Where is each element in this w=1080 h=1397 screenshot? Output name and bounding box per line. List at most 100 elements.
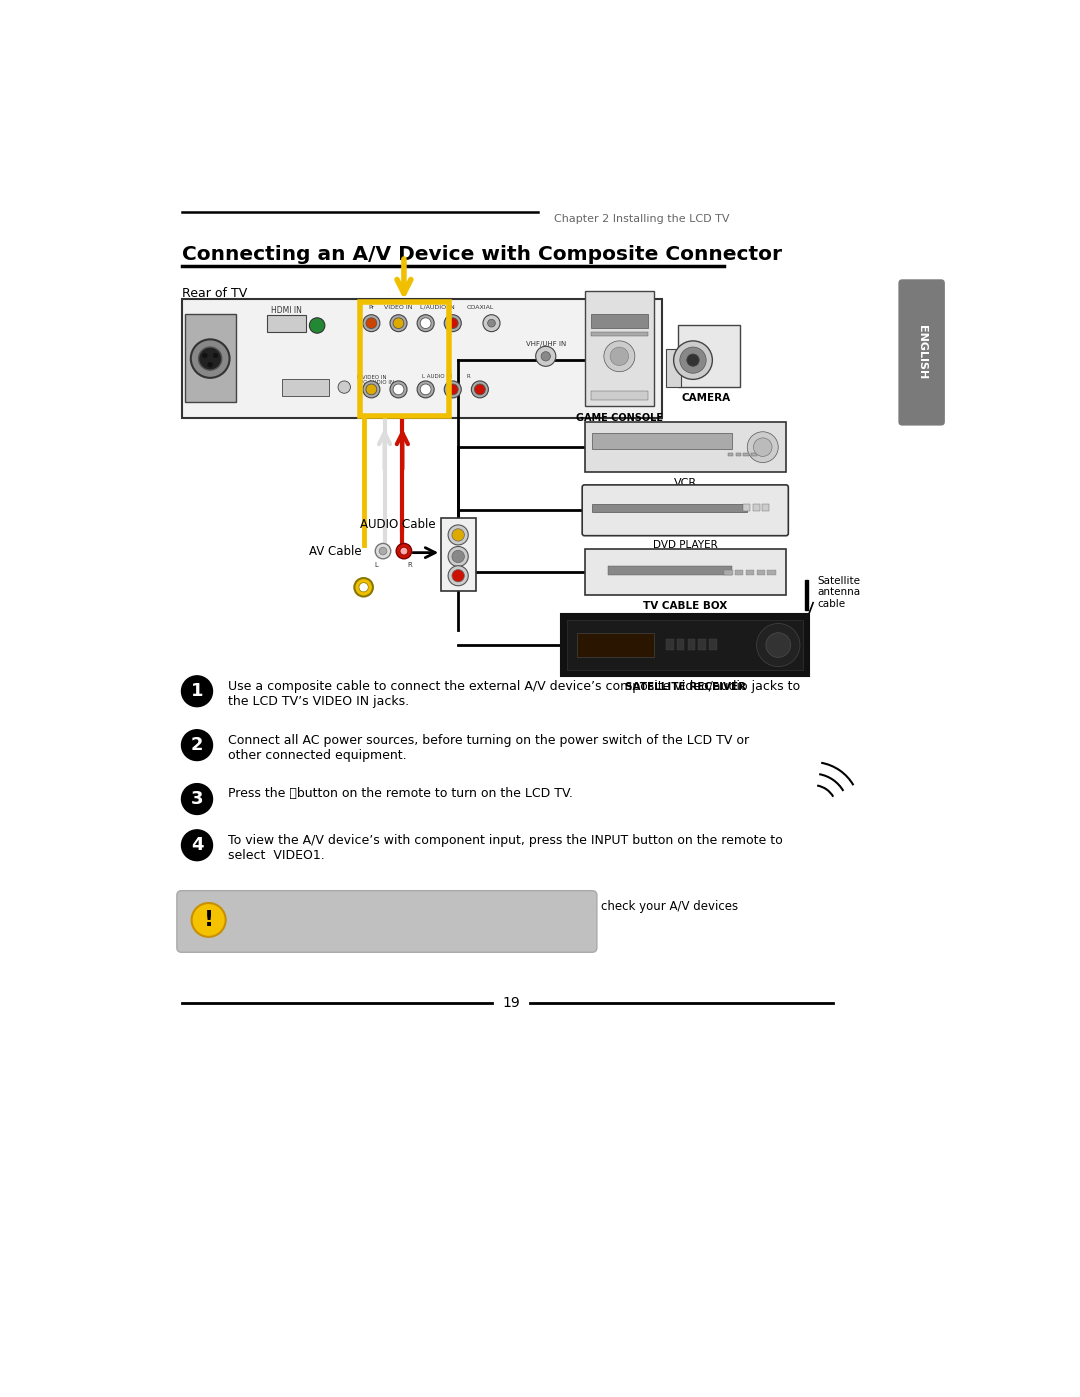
Circle shape — [687, 353, 699, 366]
Bar — [666, 638, 674, 650]
Text: VIDEO IN: VIDEO IN — [384, 305, 413, 310]
Circle shape — [536, 346, 556, 366]
Bar — [584, 291, 654, 407]
Text: SATELLITE RECEIVER: SATELLITE RECEIVER — [624, 682, 746, 692]
Text: Chapter 2 Installing the LCD TV: Chapter 2 Installing the LCD TV — [554, 214, 729, 224]
Circle shape — [400, 548, 408, 555]
Bar — [181, 299, 662, 418]
Circle shape — [610, 346, 629, 366]
Circle shape — [390, 381, 407, 398]
Circle shape — [451, 529, 464, 541]
Circle shape — [488, 320, 496, 327]
Circle shape — [366, 317, 377, 328]
Text: R: R — [408, 562, 413, 567]
Circle shape — [390, 314, 407, 331]
Bar — [677, 638, 685, 650]
Circle shape — [363, 314, 380, 331]
Circle shape — [191, 902, 226, 937]
Circle shape — [393, 317, 404, 328]
Text: Use a composite cable to connect the external A/V device’s composite video/audio: Use a composite cable to connect the ext… — [228, 680, 800, 708]
Circle shape — [207, 362, 213, 367]
Circle shape — [604, 341, 635, 372]
Circle shape — [757, 623, 800, 666]
Circle shape — [448, 566, 469, 585]
Circle shape — [417, 314, 434, 331]
Circle shape — [420, 384, 431, 395]
Bar — [710, 638, 717, 650]
Text: Satellite
antenna
cable: Satellite antenna cable — [816, 576, 860, 609]
Text: VHF/UHF IN: VHF/UHF IN — [526, 341, 566, 346]
Text: !: ! — [203, 909, 214, 930]
Bar — [577, 633, 654, 657]
Text: GAME CONSOLE: GAME CONSOLE — [576, 412, 663, 422]
Text: ENGLISH: ENGLISH — [917, 326, 927, 380]
Bar — [591, 391, 648, 400]
Text: PC AUDIO IN: PC AUDIO IN — [360, 380, 394, 386]
Circle shape — [375, 543, 391, 559]
Bar — [592, 433, 732, 448]
Bar — [728, 453, 733, 457]
Circle shape — [366, 384, 377, 395]
Circle shape — [444, 314, 461, 331]
Bar — [768, 570, 775, 576]
Circle shape — [338, 381, 350, 393]
Bar — [360, 302, 449, 416]
Bar — [745, 570, 754, 576]
Circle shape — [451, 550, 464, 563]
Text: Connect all AC power sources, before turning on the power switch of the LCD TV o: Connect all AC power sources, before tur… — [228, 733, 750, 761]
Circle shape — [191, 339, 230, 377]
Circle shape — [448, 525, 469, 545]
Text: 3: 3 — [191, 791, 203, 807]
Text: AUDIO Cable: AUDIO Cable — [360, 518, 435, 531]
Circle shape — [474, 384, 485, 395]
Circle shape — [483, 314, 500, 331]
Bar — [734, 570, 743, 576]
Text: R: R — [467, 374, 470, 379]
Text: Rear of TV: Rear of TV — [181, 286, 246, 300]
Circle shape — [471, 381, 488, 398]
FancyBboxPatch shape — [177, 891, 597, 953]
Bar — [743, 504, 751, 511]
Bar — [282, 380, 328, 397]
Bar — [186, 314, 235, 402]
Bar — [735, 453, 741, 457]
Circle shape — [202, 353, 207, 358]
Circle shape — [447, 384, 458, 395]
Bar — [584, 422, 786, 472]
Circle shape — [754, 437, 772, 457]
Text: VCR: VCR — [674, 478, 697, 488]
Circle shape — [448, 546, 469, 567]
Circle shape — [679, 346, 706, 373]
Text: Connecting an A/V Device with Composite Connector: Connecting an A/V Device with Composite … — [181, 244, 782, 264]
Bar — [584, 549, 786, 595]
Text: L: L — [375, 562, 379, 567]
Text: To view the A/V device’s with component input, press the INPUT button on the rem: To view the A/V device’s with component … — [228, 834, 783, 862]
Circle shape — [199, 346, 221, 370]
Bar — [753, 504, 759, 511]
Circle shape — [674, 341, 713, 380]
FancyBboxPatch shape — [582, 485, 788, 535]
Text: CAMERA: CAMERA — [681, 393, 731, 404]
Text: L/AUDIO IN: L/AUDIO IN — [420, 305, 455, 310]
Bar — [591, 331, 648, 337]
Bar — [441, 518, 476, 591]
Text: 2: 2 — [191, 736, 203, 754]
Circle shape — [359, 583, 368, 592]
FancyBboxPatch shape — [899, 279, 945, 426]
Text: COAXIAL: COAXIAL — [467, 305, 494, 310]
Bar — [591, 314, 648, 328]
Circle shape — [541, 352, 551, 360]
Text: 4: 4 — [191, 837, 203, 854]
Bar — [666, 349, 681, 387]
Circle shape — [420, 317, 431, 328]
Circle shape — [417, 381, 434, 398]
Bar — [267, 316, 306, 332]
Bar — [757, 570, 765, 576]
Text: L/VIDEO IN: L/VIDEO IN — [356, 374, 387, 379]
Bar — [677, 326, 740, 387]
Text: DVD PLAYER: DVD PLAYER — [653, 539, 717, 549]
Bar — [699, 638, 706, 650]
Circle shape — [451, 570, 464, 583]
Circle shape — [213, 353, 218, 358]
Bar — [562, 615, 809, 676]
